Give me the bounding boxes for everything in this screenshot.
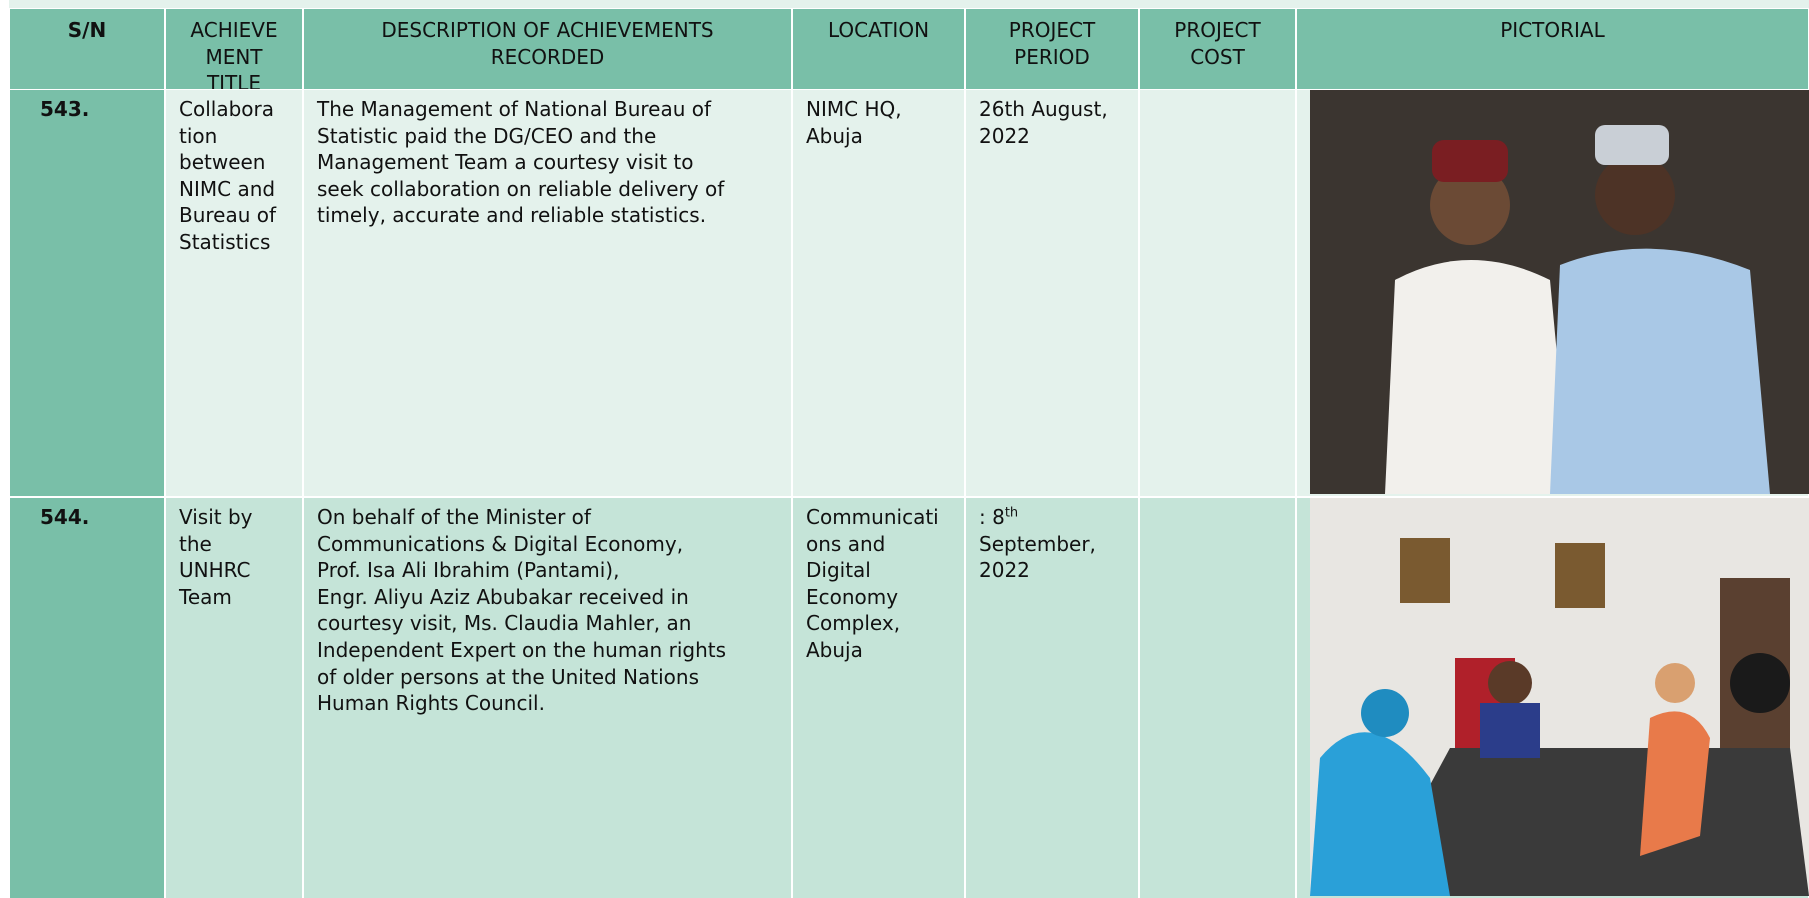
text-line: Human Rights Council.	[317, 691, 545, 716]
project-period: : 8th September, 2022	[966, 498, 1138, 898]
photo-shape	[1595, 125, 1669, 165]
photo	[1310, 498, 1809, 896]
location: Communicati ons and Digital Economy Complex,…	[793, 498, 964, 898]
text-line: timely, accurate and reliable statistics…	[317, 203, 707, 228]
text-line: Complex,	[806, 611, 901, 636]
photo-shape	[1385, 260, 1570, 494]
text-line: seek collaboration on reliable delivery …	[317, 176, 725, 201]
photo-shape	[1595, 155, 1675, 235]
project-cost	[1140, 90, 1295, 496]
text-line: DESCRIPTION OF ACHIEVEMENTS	[381, 18, 714, 42]
text-line: PROJECT	[1174, 18, 1261, 42]
text-line: PICTORIAL	[1500, 18, 1605, 42]
text-line: Statistic paid the DG/CEO and the	[317, 123, 657, 148]
text-line: MENT	[205, 44, 263, 69]
text-line: the	[179, 531, 212, 556]
text-line: Communicati	[806, 505, 939, 529]
text-line: PROJECT	[1008, 18, 1096, 42]
text-line: Independent Expert on the human rights	[317, 637, 727, 662]
photo	[1310, 90, 1809, 494]
text-line: Economy	[806, 584, 899, 609]
text-line: Engr. Aliyu Aziz Abubakar received in	[317, 584, 689, 609]
text-line: ons and	[806, 531, 886, 556]
text-line: NIMC and	[179, 176, 276, 201]
header-cell: PICTORIAL	[1297, 9, 1808, 89]
text-line: NIMC HQ,	[806, 97, 902, 121]
text-line: 26th August,	[979, 97, 1108, 121]
text-line: PERIOD	[1014, 44, 1090, 69]
text-line: The Management of National Bureau of	[317, 97, 712, 121]
achievement-title: Visit by the UNHRC Team	[166, 498, 302, 898]
text-line: between	[179, 150, 266, 175]
text-line: UNHRC	[179, 558, 251, 583]
photo-shape	[1730, 653, 1790, 713]
text-line: Collabora	[179, 97, 274, 121]
period-day: : 8	[979, 505, 1005, 529]
text-line: tion	[179, 123, 218, 148]
text-line: 2022	[979, 558, 1030, 583]
text-line: On behalf of the Minister of	[317, 505, 591, 529]
achievement-title: Collabora tion between NIMC and Bureau of Sta…	[166, 90, 302, 496]
header-cell: PROJECT COST	[1140, 9, 1295, 89]
photo-shape	[1432, 140, 1508, 182]
text-line: : 8th	[979, 504, 1125, 531]
text-line: Management Team a courtesy visit to	[317, 150, 694, 175]
serial-number: 543.	[10, 90, 164, 496]
photo-shape	[1550, 248, 1770, 494]
period-suffix: th	[1004, 505, 1019, 521]
top-stripe	[9, 0, 1809, 8]
text-line: S/N	[67, 18, 107, 42]
header-cell: ACHIEVE MENT TITLE	[166, 9, 302, 89]
text-line: Statistics	[179, 229, 271, 254]
text-line: Bureau of	[179, 203, 277, 228]
photo-shape	[1310, 732, 1450, 896]
text-line: Abuja	[806, 123, 863, 148]
photo-shape	[1488, 661, 1532, 705]
photo-shape	[1655, 663, 1695, 703]
header-cell: DESCRIPTION OF ACHIEVEMENTS RECORDED	[304, 9, 791, 89]
header-cell: LOCATION	[793, 9, 964, 89]
text-line: 2022	[979, 123, 1030, 148]
header-cell: PROJECT PERIOD	[966, 9, 1138, 89]
text-line: LOCATION	[827, 18, 930, 42]
text-line: Abuja	[806, 637, 863, 662]
text-line: Digital	[806, 558, 871, 583]
text-line: Prof. Isa Ali Ibrahim (Pantami),	[317, 558, 620, 583]
description: The Management of National Bureau of Stat…	[304, 90, 791, 496]
project-period: 26th August, 2022	[966, 90, 1138, 496]
photo-shape	[1555, 543, 1605, 608]
photo-shape	[1480, 703, 1540, 758]
project-cost	[1140, 498, 1295, 898]
text-line: Communications & Digital Economy,	[317, 531, 684, 556]
description: On behalf of the Minister of Communicatio…	[304, 498, 791, 898]
text-line: RECORDED	[490, 44, 605, 69]
photo-shape	[1430, 165, 1510, 245]
text-line: COST	[1190, 44, 1245, 69]
text-line: courtesy visit, Ms. Claudia Mahler, an	[317, 611, 692, 636]
photo-shape	[1640, 711, 1710, 856]
photo-shape	[1361, 689, 1409, 737]
text-line: Visit by	[179, 505, 253, 529]
serial-number: 544.	[10, 498, 164, 898]
text-line: ACHIEVE	[190, 18, 278, 42]
location: NIMC HQ, Abuja	[793, 90, 964, 496]
photo-shape	[1400, 538, 1450, 603]
text-line: September,	[979, 531, 1096, 556]
text-line: of older persons at the United Nations	[317, 664, 699, 689]
text-line: Team	[179, 584, 232, 609]
text-line: TITLE	[206, 71, 262, 89]
header-cell: S/N	[10, 9, 164, 89]
